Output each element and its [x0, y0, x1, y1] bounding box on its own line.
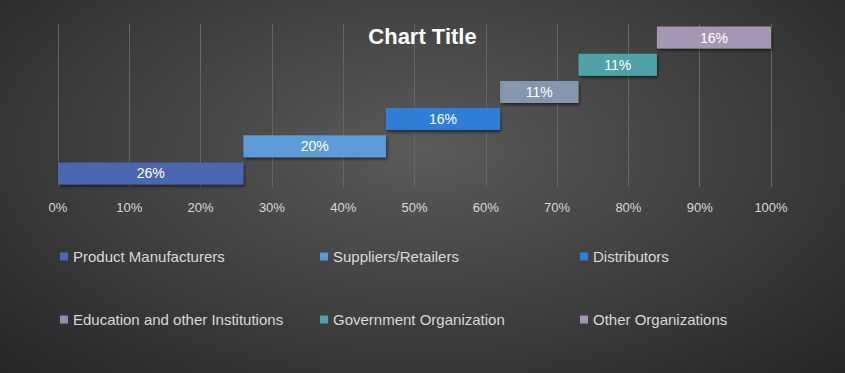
svg-text:Chart Title: Chart Title — [368, 24, 476, 49]
svg-text:100%: 100% — [754, 200, 788, 215]
svg-text:Other Organizations: Other Organizations — [593, 311, 727, 328]
svg-text:11%: 11% — [604, 57, 631, 73]
svg-text:20%: 20% — [188, 200, 214, 215]
svg-text:Distributors: Distributors — [593, 248, 669, 265]
svg-text:Product Manufacturers: Product Manufacturers — [73, 248, 225, 265]
svg-text:30%: 30% — [259, 200, 285, 215]
svg-text:70%: 70% — [544, 200, 570, 215]
svg-text:50%: 50% — [401, 200, 427, 215]
svg-text:Education and other Institutio: Education and other Institutions — [73, 311, 283, 328]
svg-text:10%: 10% — [116, 200, 142, 215]
svg-text:40%: 40% — [330, 200, 356, 215]
svg-text:Government Organization: Government Organization — [333, 311, 505, 328]
svg-text:60%: 60% — [473, 200, 499, 215]
svg-text:Suppliers/Retailers: Suppliers/Retailers — [333, 248, 459, 265]
svg-text:20%: 20% — [301, 138, 329, 154]
svg-text:80%: 80% — [615, 200, 641, 215]
svg-text:0%: 0% — [49, 200, 68, 215]
svg-text:90%: 90% — [687, 200, 713, 215]
svg-text:26%: 26% — [137, 165, 165, 181]
svg-text:16%: 16% — [429, 111, 457, 127]
svg-text:16%: 16% — [700, 30, 728, 46]
svg-text:11%: 11% — [526, 84, 553, 100]
